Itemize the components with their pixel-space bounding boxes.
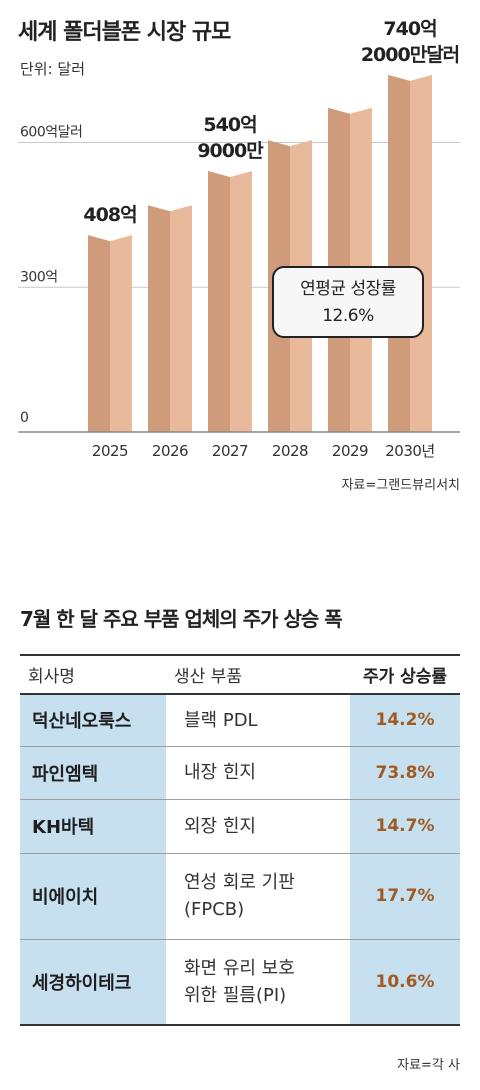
x-tick-label: 2025 <box>92 442 128 460</box>
chart-title: 세계 폴더블폰 시장 규모 <box>18 20 231 45</box>
part-name: 내장 힌지 <box>166 746 350 800</box>
header-part: 생산 부품 <box>166 654 350 695</box>
rise-value: 10.6% <box>350 939 460 1026</box>
part-name: 화면 유리 보호 위한 필름(PI) <box>166 939 350 1026</box>
bar-shade <box>208 171 230 432</box>
bar-shade <box>388 74 410 432</box>
y-tick-label: 0 <box>20 410 28 426</box>
header-rise: 주가 상승률 <box>350 654 460 695</box>
x-tick-label: 2029 <box>332 442 368 460</box>
table-row: 파인엠텍 내장 힌지 73.8% <box>20 746 460 800</box>
growth-rate-value: 12.6% <box>322 306 374 326</box>
company-name: 파인엠텍 <box>20 746 166 800</box>
company-name: 덕산네오룩스 <box>20 694 166 747</box>
company-name: KH바텍 <box>20 799 166 854</box>
growth-rate-label: 연평균 성장률 <box>300 279 396 299</box>
x-tick-label: 2028 <box>272 442 308 460</box>
x-tick-label: 2027 <box>212 442 248 460</box>
y-tick-label: 600억달러 <box>20 125 82 141</box>
company-name: 세경하이테크 <box>20 939 166 1026</box>
x-tick-label: 2030년 <box>385 442 434 460</box>
bar <box>230 171 252 432</box>
table-row: 덕산네오룩스 블랙 PDL 14.2% <box>20 694 460 747</box>
header-company: 회사명 <box>20 654 166 695</box>
x-tick-label: 2026 <box>152 442 188 460</box>
bar <box>170 205 192 432</box>
part-name: 블랙 PDL <box>166 694 350 747</box>
part-name: 연성 회로 기판 (FPCB) <box>166 853 350 940</box>
company-name: 비에이치 <box>20 853 166 940</box>
bar <box>410 74 432 432</box>
table-source: 자료=각 사 <box>397 1058 460 1073</box>
rise-value: 14.7% <box>350 799 460 854</box>
table-title: 7월 한 달 주요 부품 업체의 주가 상승 폭 <box>20 607 343 631</box>
data-label: 540억 <box>203 114 256 136</box>
table-row: 세경하이테크 화면 유리 보호 위한 필름(PI) 10.6% <box>20 939 460 1026</box>
table-header-row: 회사명 생산 부품 주가 상승률 <box>20 654 460 695</box>
table-row: KH바텍 외장 힌지 14.7% <box>20 799 460 854</box>
bar-shade <box>88 235 110 432</box>
data-label: 408억 <box>83 204 136 226</box>
chart-unit-label: 단위: 달러 <box>20 60 86 78</box>
stock-rise-table: 회사명 생산 부품 주가 상승률 덕산네오룩스 블랙 PDL 14.2% 파인엠… <box>20 654 460 1026</box>
part-name: 외장 힌지 <box>166 799 350 854</box>
data-label: 9000만 <box>197 140 264 162</box>
bar-chart: 0 300억 600억달러 2025 2026 2027 2028 2029 2030년 408억… <box>18 18 460 460</box>
rise-value: 73.8% <box>350 746 460 800</box>
data-label: 2000만달러 <box>361 44 459 66</box>
chart-source: 자료=그랜드뷰리서치 <box>341 478 460 493</box>
bar-shade <box>148 205 170 432</box>
data-label: 740억 <box>383 18 436 40</box>
table-row: 비에이치 연성 회로 기판 (FPCB) 17.7% <box>20 853 460 940</box>
rise-value: 17.7% <box>350 853 460 940</box>
growth-rate-callout: 연평균 성장률 12.6% <box>272 266 424 338</box>
y-tick-label: 300억 <box>20 269 58 285</box>
rise-value: 14.2% <box>350 694 460 747</box>
bar <box>110 235 132 432</box>
